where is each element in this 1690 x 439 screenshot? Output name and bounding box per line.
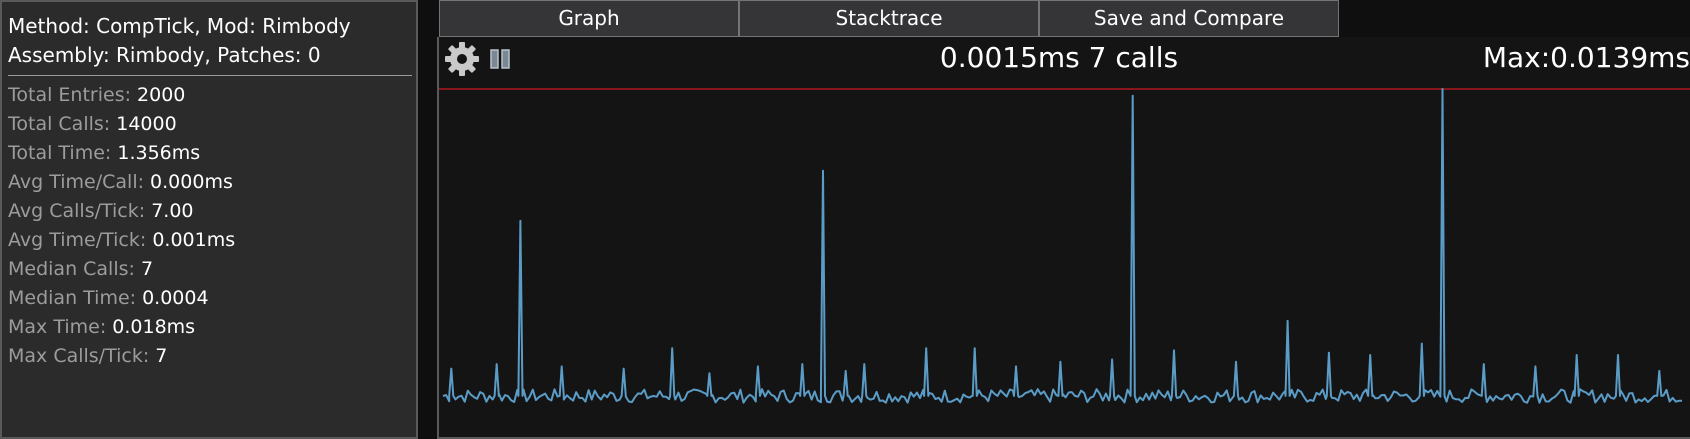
spike-point-6 [708,372,711,374]
stat-value: 7 [155,345,168,367]
stat-label: Max Calls/Tick: [8,345,150,367]
stat-value: 0.001ms [152,229,236,251]
spike-point-1 [495,363,498,365]
stats-divider [8,75,412,76]
spike-point-22 [1369,354,1371,356]
gear-icon[interactable] [444,41,480,77]
stat-value: 1.356ms [117,142,201,164]
stat-row-total-entries: Total Entries: 2000 [8,81,412,110]
graph-max-label: Max:0.0139ms [1482,41,1690,74]
spike-point-23 [1421,342,1423,345]
stat-row-avg-calls-tick: Avg Calls/Tick: 7.00 [8,197,412,226]
spike-point-7 [757,365,759,368]
stats-header: Method: CompTick, Mod: Rimbody Assembly:… [8,12,412,70]
spike-point-27 [1575,354,1578,356]
spike-point-28 [1617,354,1619,356]
spike-point-20 [1286,320,1289,322]
stat-label: Avg Calls/Tick: [8,200,146,222]
spike-point-14 [1015,365,1017,368]
spike-point-19 [1235,361,1237,363]
spike-point-26 [1534,365,1537,368]
stat-label: Total Time: [8,142,112,164]
spike-point-21 [1328,351,1330,354]
stat-list: Total Entries: 2000 Total Calls: 14000 T… [8,81,412,371]
stat-value: 14000 [116,113,177,135]
performance-graph [439,88,1690,404]
stat-row-max-calls-tick: Max Calls/Tick: 7 [8,342,412,371]
stat-value: 7.00 [151,200,194,222]
spike-point-11 [863,363,866,365]
spike-point-9 [822,170,824,172]
stat-label: Median Calls: [8,258,135,280]
stat-label: Max Time: [8,316,107,338]
assembly-info: Assembly: Rimbody, Patches: 0 [8,43,321,67]
spike-point-12 [925,347,928,349]
spike-points [450,88,1661,374]
spike-point-15 [1059,361,1062,363]
stat-row-max-time: Max Time: 0.018ms [8,313,412,342]
stat-value: 2000 [137,84,186,106]
stat-row-median-time: Median Time: 0.0004 [8,284,412,313]
pause-icon[interactable] [489,47,511,71]
tab-save-and-compare[interactable]: Save and Compare [1039,0,1339,37]
stat-label: Total Calls: [8,113,111,135]
spike-point-0 [450,367,453,370]
stat-row-total-calls: Total Calls: 14000 [8,110,412,139]
stats-panel: Method: CompTick, Mod: Rimbody Assembly:… [0,0,418,439]
stat-value: 7 [140,258,154,280]
stat-label: Avg Time/Call: [8,171,144,193]
stat-value: 0.0004 [142,287,209,309]
stat-row-total-time: Total Time: 1.356ms [8,139,412,168]
spike-point-16 [1111,358,1113,361]
spike-point-24 [1441,88,1444,90]
tab-stacktrace[interactable]: Stacktrace [739,0,1039,37]
stat-label: Total Entries: [8,84,131,106]
stat-row-avg-time-call: Avg Time/Call: 0.000ms [8,168,412,197]
spike-point-2 [519,220,522,222]
spike-point-18 [1173,349,1175,352]
stat-row-median-calls: Median Calls: 7 [8,255,412,284]
spike-point-8 [801,363,804,365]
spike-point-29 [1658,370,1661,372]
spike-point-13 [973,347,976,349]
stat-label: Median Time: [8,287,137,309]
spike-point-4 [622,367,625,370]
spike-point-17 [1131,95,1134,97]
spike-point-3 [560,365,563,368]
stat-label: Avg Time/Tick: [8,229,147,251]
stat-value: 0.000ms [150,171,233,193]
stat-row-avg-time-tick: Avg Time/Tick: 0.001ms [8,226,412,255]
spike-point-5 [671,347,674,349]
tab-graph[interactable]: Graph [439,0,739,37]
stat-value: 0.018ms [112,316,196,338]
graph-panel: 0.0015ms 7 calls Max:0.0139ms [437,37,1690,439]
spike-point-10 [844,370,847,372]
method-info: Method: CompTick, Mod: Rimbody [8,14,351,38]
graph-summary: 0.0015ms 7 calls [939,41,1179,74]
series-line-time [442,88,1683,404]
spike-point-25 [1482,363,1485,365]
